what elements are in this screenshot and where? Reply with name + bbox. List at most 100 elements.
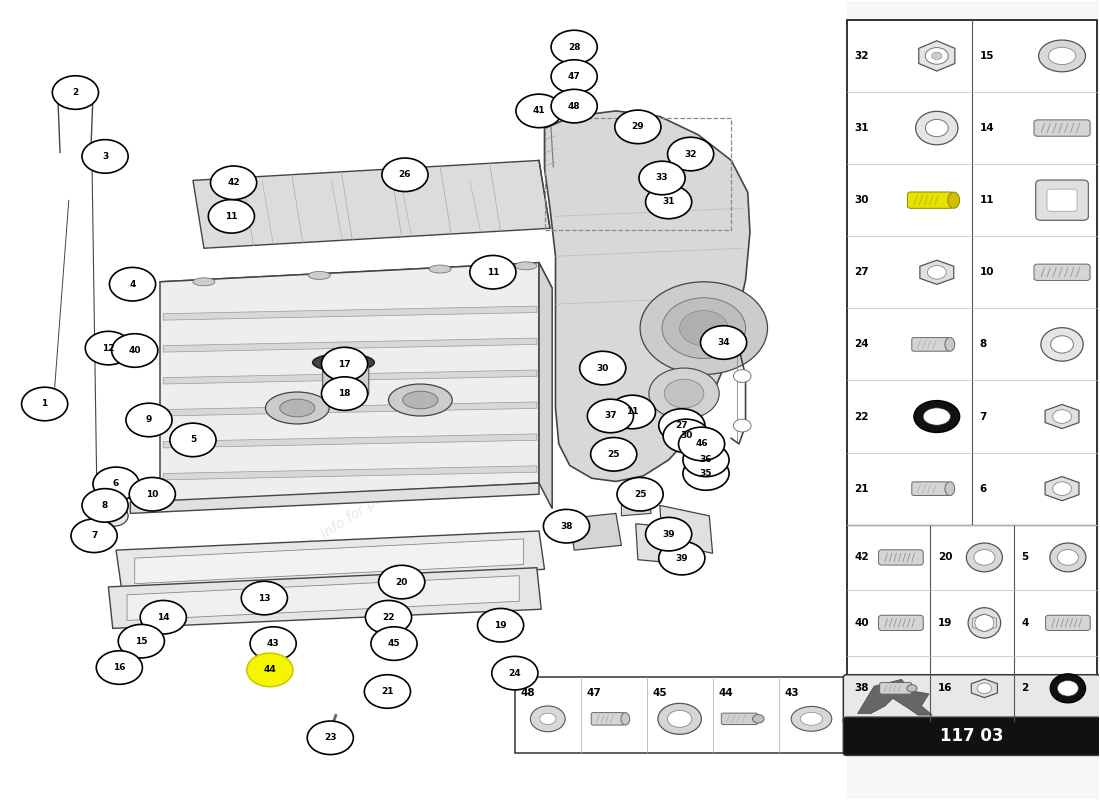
Polygon shape — [163, 338, 537, 352]
Text: 2: 2 — [1021, 683, 1028, 694]
FancyBboxPatch shape — [591, 713, 625, 725]
Text: 48: 48 — [568, 102, 581, 110]
Circle shape — [94, 467, 139, 501]
FancyBboxPatch shape — [908, 192, 953, 208]
Circle shape — [565, 46, 583, 59]
Circle shape — [118, 625, 164, 658]
Circle shape — [663, 419, 710, 453]
Text: 18: 18 — [339, 389, 351, 398]
FancyBboxPatch shape — [844, 718, 1100, 755]
Ellipse shape — [1057, 681, 1078, 696]
Polygon shape — [109, 568, 541, 629]
Text: 5: 5 — [1021, 553, 1028, 562]
Circle shape — [664, 379, 704, 408]
Ellipse shape — [621, 713, 629, 725]
FancyBboxPatch shape — [1047, 189, 1077, 211]
Text: 7: 7 — [91, 531, 97, 540]
Circle shape — [646, 518, 692, 551]
Text: 24: 24 — [508, 669, 521, 678]
Text: 7: 7 — [980, 411, 987, 422]
Text: 11: 11 — [980, 195, 994, 205]
Text: 35: 35 — [700, 469, 713, 478]
Text: 47: 47 — [586, 688, 601, 698]
Circle shape — [365, 601, 411, 634]
Polygon shape — [570, 514, 622, 550]
Circle shape — [615, 110, 661, 144]
Ellipse shape — [530, 706, 565, 732]
Circle shape — [125, 403, 172, 437]
Text: 14: 14 — [157, 613, 169, 622]
Text: 43: 43 — [267, 639, 279, 648]
Text: 28: 28 — [560, 42, 573, 52]
Ellipse shape — [312, 354, 374, 371]
Text: 43: 43 — [784, 688, 799, 698]
Text: 117 03: 117 03 — [940, 727, 1003, 746]
Circle shape — [371, 627, 417, 660]
Polygon shape — [163, 434, 537, 448]
Polygon shape — [160, 262, 539, 502]
Text: 1: 1 — [42, 399, 47, 409]
Polygon shape — [603, 451, 625, 468]
Circle shape — [551, 30, 597, 64]
Ellipse shape — [540, 713, 556, 725]
Circle shape — [100, 506, 128, 526]
Text: 3: 3 — [87, 154, 95, 164]
Text: 38: 38 — [560, 522, 573, 530]
Circle shape — [82, 489, 128, 522]
Polygon shape — [544, 111, 750, 482]
Ellipse shape — [915, 111, 958, 145]
Ellipse shape — [1038, 40, 1086, 72]
Text: 39: 39 — [662, 530, 675, 538]
Circle shape — [140, 601, 186, 634]
Circle shape — [927, 266, 946, 279]
FancyBboxPatch shape — [844, 674, 1100, 723]
Text: 32: 32 — [684, 150, 697, 158]
FancyBboxPatch shape — [912, 338, 949, 351]
Text: 20: 20 — [396, 578, 408, 586]
FancyBboxPatch shape — [912, 482, 949, 495]
Circle shape — [683, 457, 729, 490]
Circle shape — [82, 140, 128, 173]
Circle shape — [932, 52, 942, 60]
Text: 45: 45 — [387, 639, 400, 648]
Circle shape — [97, 650, 142, 684]
Polygon shape — [539, 262, 552, 509]
Circle shape — [551, 90, 597, 123]
Ellipse shape — [1049, 543, 1086, 572]
Ellipse shape — [1041, 328, 1084, 361]
Text: 36: 36 — [695, 461, 708, 470]
Text: 14: 14 — [980, 123, 994, 133]
Polygon shape — [858, 679, 933, 715]
Text: 33: 33 — [656, 174, 669, 182]
Text: partsdiagram.io: partsdiagram.io — [244, 406, 384, 506]
Text: 6: 6 — [113, 479, 119, 488]
Ellipse shape — [975, 614, 994, 631]
Ellipse shape — [515, 262, 537, 270]
Text: 10: 10 — [146, 490, 158, 498]
Circle shape — [86, 331, 131, 365]
Circle shape — [110, 267, 155, 301]
Circle shape — [752, 714, 764, 723]
Text: 23: 23 — [324, 734, 337, 742]
Polygon shape — [126, 576, 519, 621]
Circle shape — [679, 427, 725, 461]
Text: 30: 30 — [855, 195, 869, 205]
FancyBboxPatch shape — [879, 550, 923, 565]
Circle shape — [22, 387, 68, 421]
Text: 20: 20 — [938, 553, 953, 562]
Circle shape — [701, 326, 747, 359]
Text: 6: 6 — [980, 484, 987, 494]
Polygon shape — [116, 531, 544, 589]
Text: 39: 39 — [675, 554, 689, 562]
Text: 46: 46 — [686, 442, 700, 451]
Text: 22: 22 — [383, 613, 395, 622]
Text: 22: 22 — [855, 411, 869, 422]
Text: 40: 40 — [129, 346, 141, 355]
Ellipse shape — [403, 391, 438, 409]
Circle shape — [543, 510, 590, 543]
Text: 37: 37 — [604, 411, 617, 421]
Text: 31: 31 — [855, 123, 869, 133]
Ellipse shape — [388, 384, 452, 416]
Text: 40: 40 — [855, 618, 869, 628]
Circle shape — [683, 443, 729, 477]
